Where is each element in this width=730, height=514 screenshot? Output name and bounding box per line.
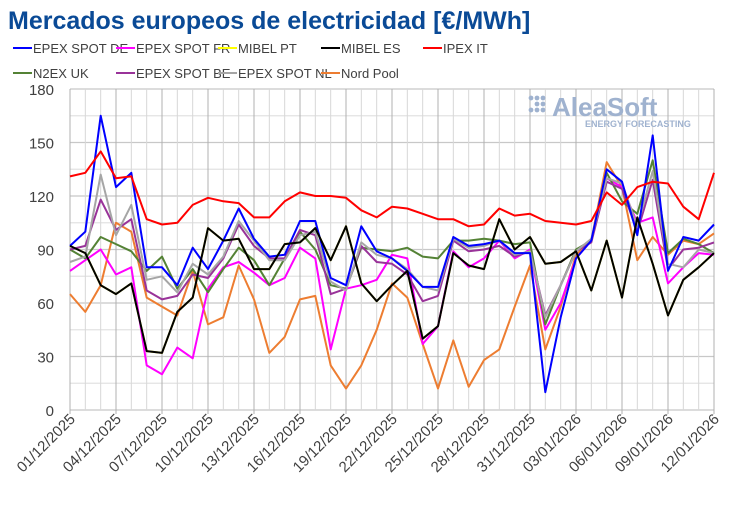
legend-label: Nord Pool xyxy=(341,66,399,81)
y-tick-label: 180 xyxy=(29,82,54,99)
y-tick-label: 90 xyxy=(37,243,54,260)
logo-dot xyxy=(534,95,540,101)
y-tick-label: 0 xyxy=(46,403,54,420)
logo-dot xyxy=(540,95,546,101)
series-line-mibel-es xyxy=(69,216,715,354)
legend-label: MIBEL PT xyxy=(238,41,297,56)
logo-dot xyxy=(528,107,534,113)
series-line-epex-spot-de xyxy=(69,114,715,394)
y-axis: 0 30 60 90 120 150 180 xyxy=(29,82,54,420)
x-axis: 01/12/202504/12/202507/12/202510/12/2025… xyxy=(14,411,723,476)
legend-label: N2EX UK xyxy=(33,66,89,81)
series-lines xyxy=(69,114,715,394)
grid xyxy=(69,88,715,414)
logo-dot xyxy=(534,107,540,113)
logo-dot xyxy=(540,101,546,107)
legend-label: EPEX SPOT DE xyxy=(33,41,128,56)
legend: EPEX SPOT DE EPEX SPOT FR MIBEL PT MIBEL ES… xyxy=(13,41,488,81)
legend-label: MIBEL ES xyxy=(341,41,401,56)
watermark-subtext: ENERGY FORECASTING xyxy=(585,119,691,129)
logo-dot xyxy=(534,101,540,107)
legend-label: IPEX IT xyxy=(443,41,488,56)
logo-dot xyxy=(540,107,546,113)
logo-dot xyxy=(528,95,534,101)
y-tick-label: 150 xyxy=(29,136,54,153)
series-line-ipex-it xyxy=(69,150,715,228)
legend-label: EPEX SPOT FR xyxy=(136,41,230,56)
chart-title: Mercados europeos de electricidad [€/MWh… xyxy=(8,7,530,35)
legend-label: EPEX SPOT BE xyxy=(136,66,231,81)
y-tick-label: 120 xyxy=(29,189,54,206)
series-line-nord-pool xyxy=(69,161,715,390)
y-tick-label: 30 xyxy=(37,350,54,367)
watermark-text: AleaSoft xyxy=(552,92,658,122)
legend-label: EPEX SPOT NL xyxy=(238,66,332,81)
y-tick-label: 60 xyxy=(37,296,54,313)
